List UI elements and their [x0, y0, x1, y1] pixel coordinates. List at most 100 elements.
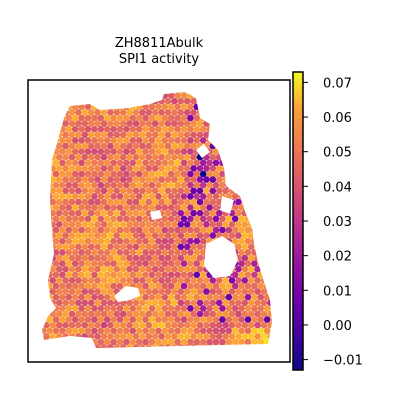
- tissue-spot: [116, 114, 124, 122]
- tissue-spot: [251, 103, 258, 111]
- tissue-spot: [274, 244, 281, 251]
- tissue-spot: [91, 215, 98, 223]
- tissue-spot: [91, 237, 98, 245]
- tissue-spot: [251, 293, 258, 301]
- tissue-spot: [180, 137, 188, 144]
- tissue-spot: [97, 293, 105, 301]
- tissue-spot: [84, 193, 92, 200]
- tissue-spot: [167, 204, 175, 211]
- tissue-spot: [199, 249, 207, 256]
- tissue-spot: [231, 137, 239, 144]
- tissue-spot: [71, 327, 79, 335]
- tissue-spot: [78, 282, 85, 290]
- tissue-spot: [55, 97, 63, 105]
- tissue-spot: [167, 170, 175, 178]
- tissue-spot: [119, 92, 127, 94]
- tissue-spot: [145, 198, 153, 206]
- tissue-spot: [119, 344, 127, 348]
- tissue-spot: [164, 120, 172, 127]
- tissue-spot: [199, 305, 207, 312]
- tissue-spot: [187, 148, 194, 155]
- tissue-spot: [190, 176, 197, 183]
- tissue-spot: [219, 114, 226, 122]
- tissue-spot: [222, 120, 229, 127]
- tissue-spot: [46, 316, 53, 323]
- tissue-spot: [183, 243, 191, 251]
- tissue-spot: [113, 321, 121, 329]
- tissue-spot: [247, 288, 255, 295]
- tissue-spot: [65, 338, 73, 346]
- tissue-spot: [174, 316, 181, 323]
- tissue-spot: [228, 142, 236, 150]
- tissue-spot: [42, 97, 44, 105]
- tissue-spot: [135, 170, 143, 178]
- tissue-spot: [129, 271, 137, 279]
- tissue-spot: [180, 327, 188, 335]
- tissue-spot: [139, 265, 146, 273]
- tissue-spot: [235, 310, 242, 318]
- tissue-spot: [49, 277, 57, 284]
- tissue-spot: [139, 165, 146, 172]
- tissue-spot: [228, 165, 236, 172]
- tissue-spot: [91, 92, 98, 99]
- tissue-spot: [235, 97, 242, 105]
- tissue-spot: [196, 120, 204, 127]
- tissue-spot: [91, 249, 98, 256]
- tissue-spot: [65, 181, 73, 189]
- tissue-spot: [116, 249, 124, 256]
- tissue-spot: [59, 148, 66, 155]
- tissue-spot: [87, 232, 95, 239]
- tissue-spot: [241, 187, 249, 195]
- tissue-spot: [235, 265, 242, 273]
- tissue-spot: [123, 249, 130, 256]
- tissue-spot: [206, 170, 213, 178]
- tissue-spot: [180, 159, 188, 167]
- tissue-spot: [158, 187, 165, 195]
- tissue-spot: [225, 103, 233, 111]
- tissue-spot: [142, 92, 149, 99]
- tissue-spot: [161, 170, 169, 178]
- tissue-spot: [113, 254, 121, 262]
- tissue-spot: [52, 260, 60, 267]
- tissue-spot: [187, 249, 194, 256]
- tissue-spot: [190, 142, 197, 150]
- tissue-spot: [65, 170, 73, 178]
- tissue-spot: [113, 232, 121, 239]
- tissue-spot: [247, 321, 255, 329]
- tissue-spot: [81, 299, 89, 307]
- tissue-spot: [254, 131, 261, 139]
- tissue-spot: [81, 176, 89, 183]
- tissue-spot: [62, 321, 69, 329]
- tissue-spot: [107, 131, 114, 139]
- tissue-spot: [231, 159, 239, 167]
- tissue-spot: [42, 232, 44, 239]
- tissue-spot: [171, 221, 178, 228]
- tissue-spot: [110, 249, 117, 256]
- tissue-spot: [49, 92, 57, 94]
- tissue-spot: [103, 114, 111, 122]
- tissue-spot: [145, 288, 153, 295]
- tissue-spot: [183, 198, 191, 206]
- tissue-spot: [62, 198, 69, 206]
- tissue-spot: [148, 327, 156, 335]
- tissue-spot: [68, 333, 76, 340]
- tissue-spot: [241, 221, 249, 228]
- tissue-spot: [139, 321, 146, 329]
- tissue-spot: [151, 344, 159, 348]
- tissue-spot: [103, 316, 111, 323]
- tissue-spot: [254, 333, 261, 340]
- tissue-spot: [164, 333, 172, 340]
- tissue-spot: [148, 159, 156, 167]
- tissue-spot: [107, 288, 114, 295]
- tissue-spot: [231, 193, 239, 200]
- tissue-spot: [42, 204, 47, 211]
- tissue-spot: [42, 176, 44, 183]
- tissue-spot: [196, 131, 204, 139]
- tissue-spot: [238, 193, 245, 200]
- tissue-spot: [174, 237, 181, 245]
- tissue-spot: [87, 277, 95, 284]
- tissue-spot: [68, 131, 76, 139]
- tissue-spot: [148, 148, 156, 155]
- tissue-spot: [97, 159, 105, 167]
- tissue-spot: [68, 344, 76, 348]
